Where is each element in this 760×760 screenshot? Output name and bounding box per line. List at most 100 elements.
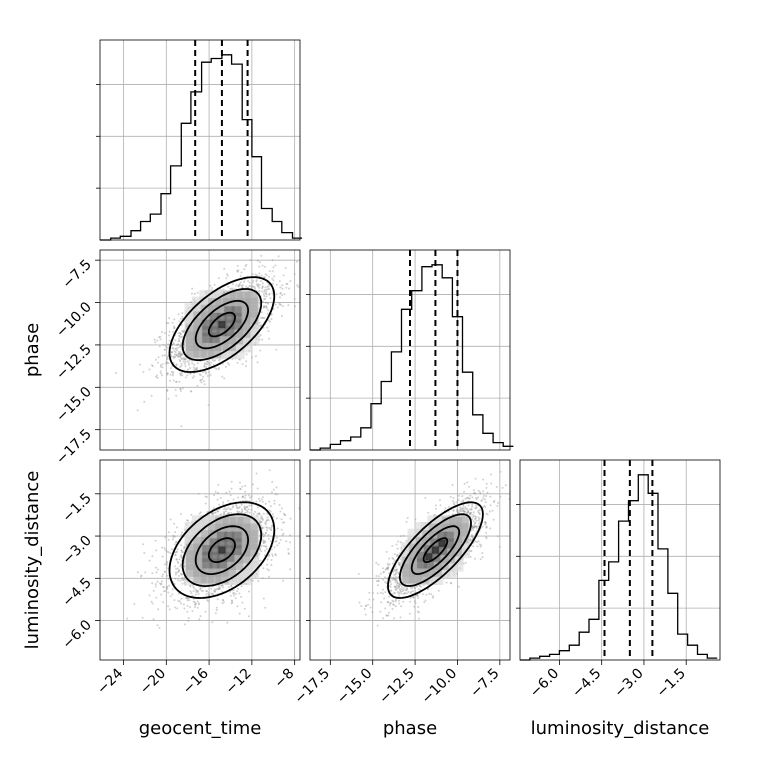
sample-point (272, 266, 275, 269)
sample-point (282, 579, 285, 582)
sample-point (210, 587, 213, 590)
sample-point (184, 360, 187, 363)
sample-point (264, 286, 267, 289)
sample-point (164, 362, 167, 365)
sample-point (180, 563, 183, 566)
sample-point (177, 343, 180, 346)
sample-point (254, 287, 256, 290)
sample-point (204, 371, 207, 374)
sample-point (252, 285, 255, 288)
sample-point (179, 360, 182, 363)
sample-point (207, 594, 210, 597)
sample-point (235, 506, 238, 509)
sample-point (176, 571, 179, 574)
sample-point (260, 311, 263, 314)
scatter-luminosity_distance__phase (357, 470, 510, 627)
sample-point (167, 591, 170, 594)
sample-point (271, 553, 274, 556)
sample-point (251, 273, 254, 276)
sample-point (193, 587, 196, 590)
sample-point (265, 307, 268, 310)
sample-point (244, 508, 247, 511)
sample-point (174, 573, 177, 576)
sample-point (220, 513, 223, 516)
sample-point (239, 487, 242, 490)
density-bin (218, 321, 226, 329)
sample-point (259, 545, 262, 548)
sample-point (307, 509, 309, 511)
sample-point (212, 359, 215, 362)
sample-point (282, 532, 285, 535)
sample-point (283, 521, 286, 524)
sample-point (244, 365, 247, 368)
sample-point (281, 305, 284, 307)
sample-point (157, 608, 160, 611)
sample-point (202, 371, 205, 374)
sample-point (241, 286, 244, 289)
sample-point (174, 351, 177, 354)
sample-point (236, 264, 239, 267)
sample-point (260, 544, 263, 547)
sample-point (268, 527, 271, 529)
sample-point (216, 598, 219, 601)
sample-point (243, 496, 246, 499)
sample-point (206, 590, 209, 593)
sample-point (297, 285, 300, 288)
sample-point (271, 525, 274, 527)
sample-point (262, 512, 265, 515)
sample-point (179, 555, 182, 558)
sample-point (225, 508, 228, 511)
sample-point (179, 354, 182, 357)
sample-point (213, 590, 216, 593)
sample-point (213, 494, 216, 497)
sample-point (267, 285, 270, 288)
sample-point (214, 590, 217, 593)
sample-point (270, 529, 273, 531)
sample-point (255, 500, 258, 503)
sample-point (258, 321, 261, 324)
sample-point (173, 318, 176, 321)
density-bin (224, 531, 235, 542)
sample-point (467, 511, 469, 514)
sample-point (236, 590, 239, 593)
sample-point (257, 283, 260, 286)
sample-point (484, 522, 487, 525)
sample-point (279, 539, 282, 541)
sample-point (173, 326, 176, 329)
sample-point (206, 599, 209, 602)
sample-point (177, 599, 180, 602)
sample-point (210, 512, 213, 515)
sample-point (155, 549, 158, 552)
sample-point (272, 279, 275, 282)
sample-point (261, 286, 264, 289)
sample-point (196, 291, 199, 294)
sample-point (261, 285, 264, 288)
sample-point (276, 527, 279, 530)
sample-point (179, 333, 182, 336)
sample-point (250, 356, 253, 359)
sample-point (185, 596, 188, 599)
sample-point (236, 511, 239, 514)
sample-point (182, 360, 185, 363)
sample-point (166, 372, 169, 375)
sample-point (210, 592, 213, 595)
sample-point (226, 274, 229, 277)
sample-point (265, 520, 267, 523)
sample-point (271, 481, 274, 483)
sample-point (154, 539, 157, 542)
sample-point (177, 568, 180, 571)
sample-point (211, 592, 214, 595)
density-bin (202, 558, 213, 569)
sample-point (159, 338, 162, 341)
sample-point (371, 591, 374, 594)
sample-point (180, 556, 183, 559)
sample-point (200, 381, 203, 384)
sample-point (229, 494, 232, 497)
sample-point (268, 469, 271, 472)
sample-point (189, 367, 192, 369)
sample-point (199, 379, 202, 382)
sample-point (469, 539, 472, 542)
contour-phase__geocent_time-0 (207, 311, 236, 338)
sample-point (271, 270, 274, 273)
